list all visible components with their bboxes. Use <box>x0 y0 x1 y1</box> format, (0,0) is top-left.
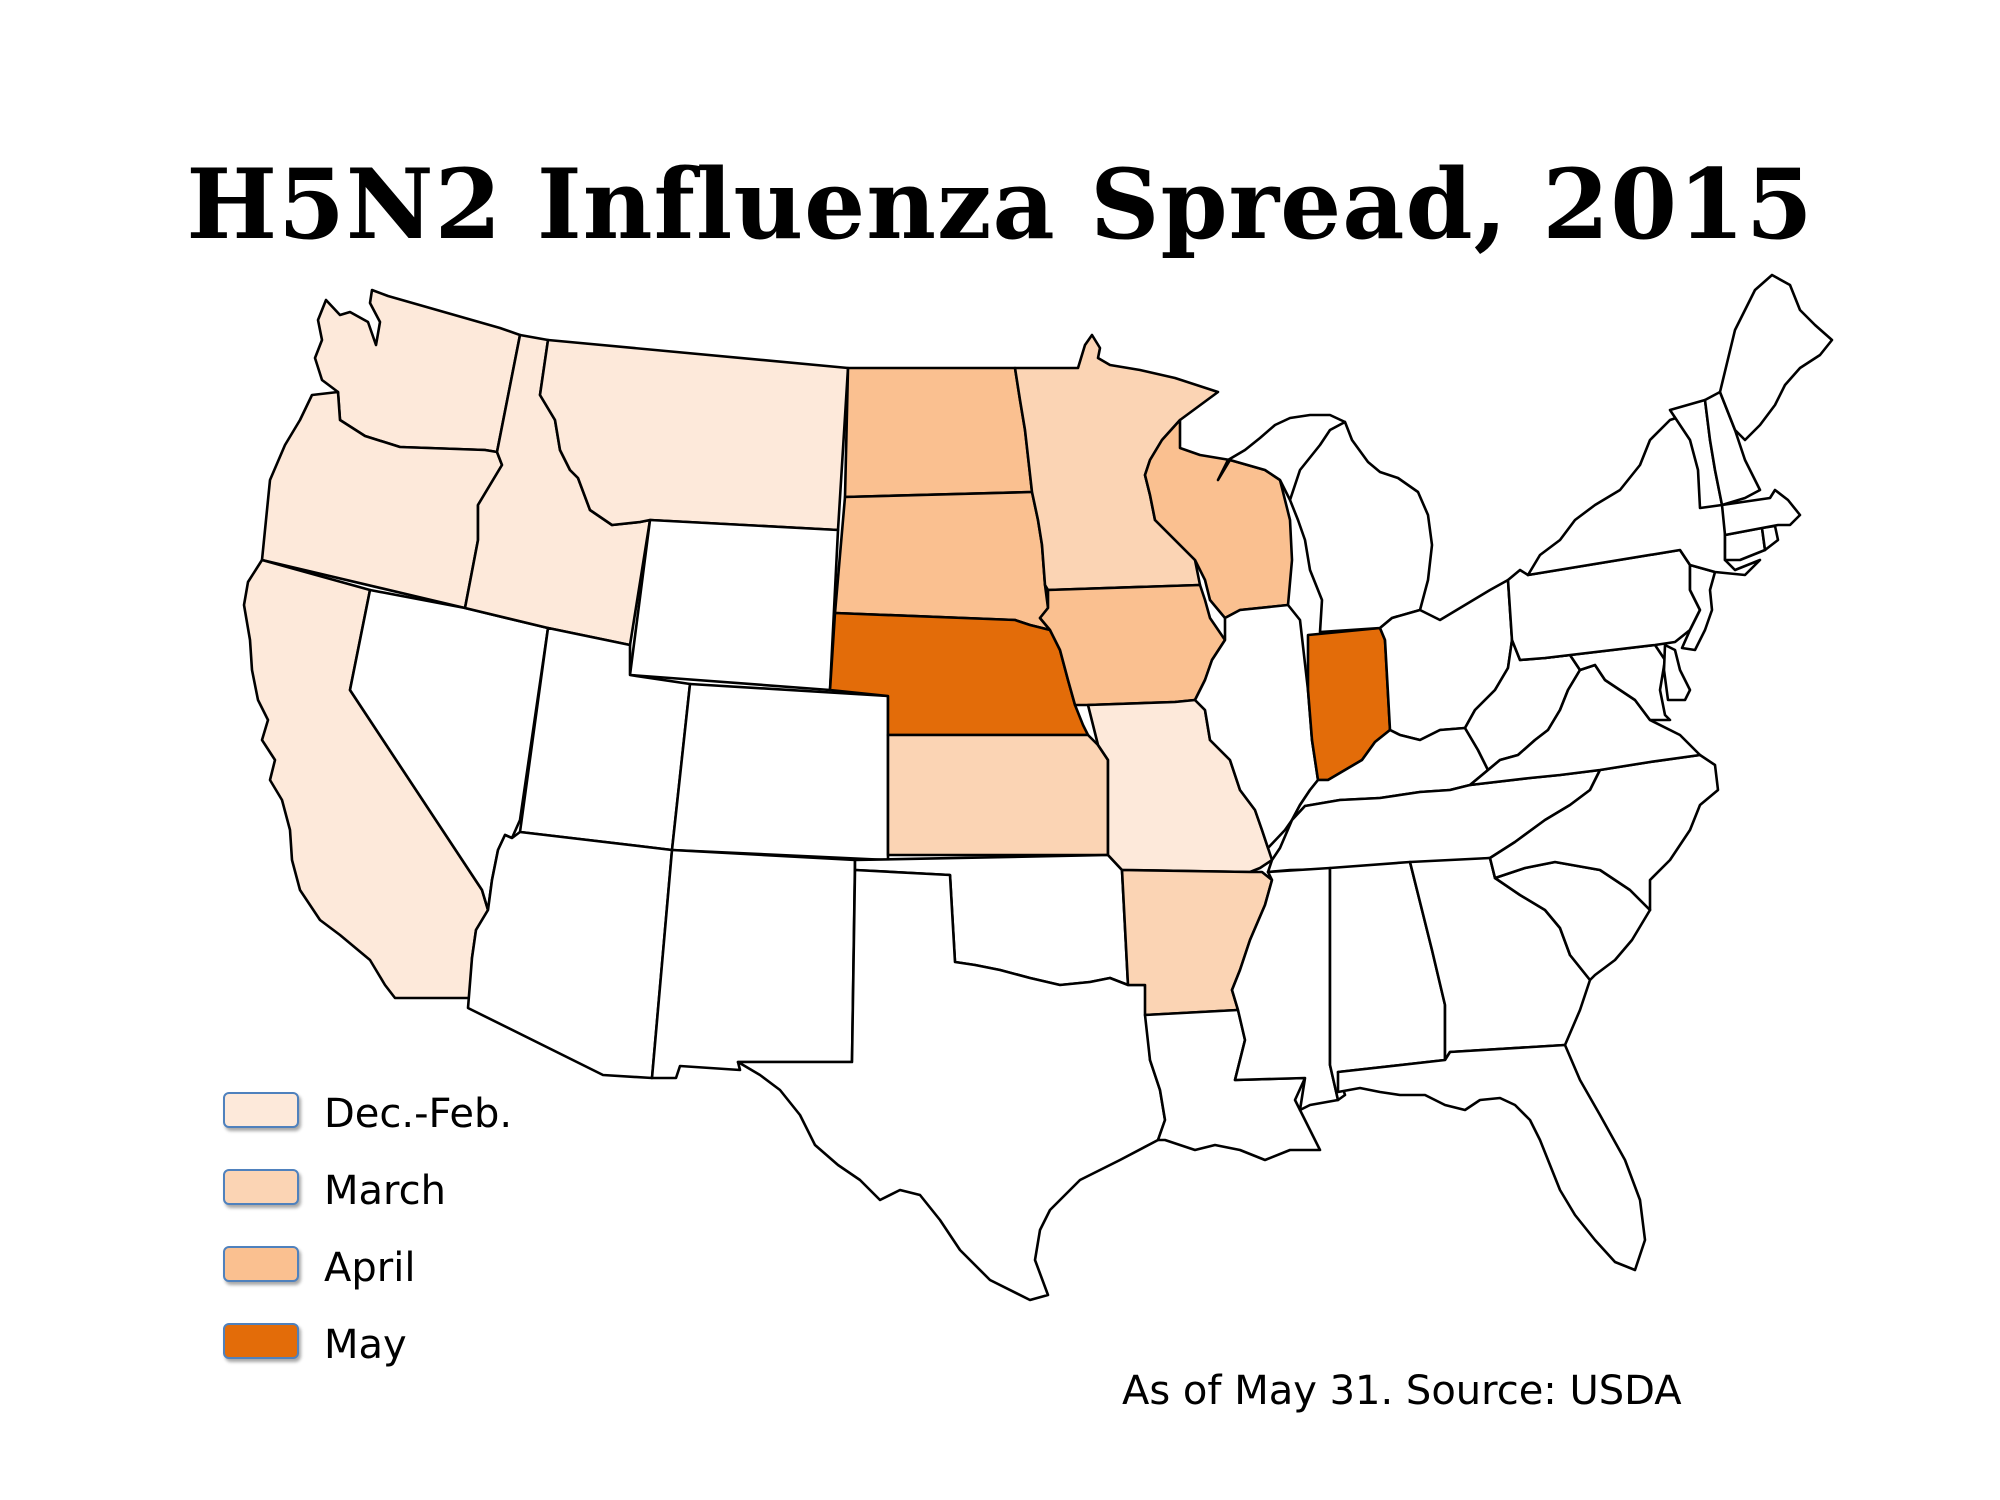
state-colorado <box>670 682 890 862</box>
state-maine <box>1718 273 1834 442</box>
state-north-carolina <box>1488 753 1720 912</box>
state-south-dakota <box>833 490 1052 632</box>
state-texas <box>736 868 1167 1302</box>
state-rhode-island <box>1760 524 1780 552</box>
state-illinois <box>1193 603 1320 850</box>
legend-label-march: March <box>324 1168 446 1214</box>
state-delaware <box>1662 643 1692 702</box>
state-massachusetts <box>1720 488 1802 537</box>
state-arizona <box>466 830 674 1080</box>
state-new-jersey <box>1680 563 1717 652</box>
legend-label-dec-feb: Dec.-Feb. <box>324 1091 513 1137</box>
source-note: As of May 31. Source: USDA <box>1122 1368 1682 1414</box>
legend-swatch-april <box>223 1246 299 1282</box>
state-michigan <box>1216 413 1434 634</box>
map-title: H5N2 Influenza Spread, 2015 <box>186 148 1814 261</box>
state-wyoming <box>628 518 840 692</box>
legend-swatch-may <box>223 1323 299 1359</box>
legend-label-april: April <box>324 1245 416 1291</box>
legend-swatch-dec-feb <box>223 1092 299 1128</box>
state-kansas <box>886 733 1110 857</box>
state-florida <box>1336 1043 1647 1272</box>
state-new-mexico <box>650 848 857 1080</box>
state-north-dakota <box>843 366 1034 499</box>
state-montana <box>538 338 850 532</box>
legend-swatch-march <box>223 1169 299 1205</box>
legend-label-may: May <box>324 1322 407 1368</box>
